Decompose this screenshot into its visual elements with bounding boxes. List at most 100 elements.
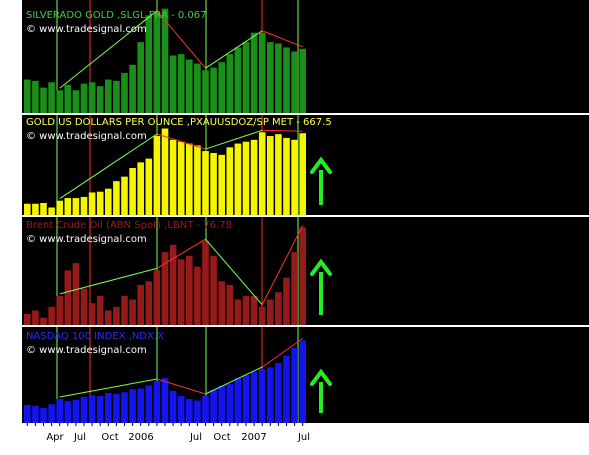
bar bbox=[72, 263, 80, 325]
bar bbox=[64, 198, 72, 215]
bar bbox=[105, 310, 112, 325]
bar bbox=[226, 384, 234, 423]
trend-line bbox=[205, 129, 263, 150]
bar bbox=[88, 82, 96, 113]
bar bbox=[32, 405, 39, 423]
bar bbox=[153, 381, 161, 423]
bar bbox=[121, 72, 128, 113]
bar bbox=[40, 87, 47, 113]
bar bbox=[218, 62, 225, 113]
bar bbox=[267, 299, 274, 325]
bar bbox=[113, 181, 120, 215]
bar bbox=[242, 141, 250, 215]
trend-line bbox=[156, 378, 206, 395]
bar bbox=[250, 295, 258, 325]
trend-line bbox=[205, 30, 263, 69]
bar bbox=[113, 306, 120, 325]
bar bbox=[250, 372, 258, 423]
bar bbox=[169, 55, 177, 113]
bar bbox=[194, 266, 201, 325]
bar bbox=[234, 143, 242, 215]
bar bbox=[72, 198, 80, 215]
up-arrow-head bbox=[310, 368, 332, 386]
bar bbox=[24, 203, 31, 215]
bar bbox=[88, 395, 96, 423]
bar bbox=[161, 128, 169, 215]
bar bbox=[64, 401, 72, 423]
bar bbox=[267, 367, 274, 423]
bar bbox=[32, 203, 39, 215]
bar bbox=[105, 393, 112, 423]
trend-line bbox=[205, 238, 263, 306]
bar bbox=[72, 399, 80, 423]
panel2-copyright: © www.tradesignal.com bbox=[26, 131, 147, 142]
bar bbox=[177, 54, 185, 113]
bar bbox=[137, 284, 144, 325]
panel-separator bbox=[22, 113, 589, 115]
bar bbox=[137, 42, 144, 113]
bar bbox=[24, 79, 31, 113]
bar bbox=[161, 252, 169, 325]
bar bbox=[275, 43, 282, 114]
bar bbox=[291, 51, 298, 113]
panel3-title: Brent Crude Oil (ABN Spot) ,LBNT - 76.78 bbox=[26, 220, 232, 231]
panel1-copyright: © www.tradesignal.com bbox=[26, 24, 147, 35]
x-tick-label: Jul bbox=[189, 432, 203, 443]
up-arrow-head bbox=[310, 156, 332, 174]
panel4-copyright: © www.tradesignal.com bbox=[26, 345, 147, 356]
bar bbox=[24, 314, 31, 325]
bar bbox=[161, 8, 169, 113]
trend-line bbox=[156, 133, 206, 150]
bar bbox=[161, 378, 169, 423]
bar bbox=[105, 79, 112, 113]
bar bbox=[105, 188, 112, 215]
trend-line bbox=[59, 378, 157, 398]
bar bbox=[56, 295, 63, 325]
bar bbox=[80, 288, 88, 325]
bar bbox=[129, 299, 136, 325]
panel-separator bbox=[22, 215, 589, 217]
bar bbox=[242, 375, 250, 423]
bar bbox=[40, 202, 47, 215]
bar bbox=[250, 32, 258, 113]
bar bbox=[291, 139, 298, 215]
bar bbox=[283, 277, 290, 325]
bar bbox=[64, 270, 72, 325]
bar bbox=[267, 136, 274, 215]
x-tick-label: 2007 bbox=[241, 432, 267, 443]
bar bbox=[275, 134, 282, 215]
bar bbox=[226, 284, 234, 325]
bar bbox=[129, 168, 136, 215]
bar bbox=[48, 404, 55, 423]
bar bbox=[80, 196, 88, 215]
bar bbox=[96, 295, 104, 325]
bar bbox=[24, 405, 31, 423]
bar bbox=[291, 348, 298, 423]
bar bbox=[202, 396, 209, 423]
trend-line bbox=[59, 10, 158, 89]
bar bbox=[210, 255, 217, 325]
bar bbox=[267, 42, 274, 113]
bar bbox=[210, 390, 217, 423]
bar bbox=[242, 295, 250, 325]
bar bbox=[153, 136, 161, 215]
bar bbox=[145, 385, 153, 423]
bar bbox=[194, 400, 201, 423]
panel3-copyright: © www.tradesignal.com bbox=[26, 234, 147, 245]
bar bbox=[242, 42, 250, 113]
bar bbox=[121, 392, 128, 423]
bar bbox=[299, 340, 306, 423]
bar bbox=[194, 145, 201, 215]
bar bbox=[96, 191, 104, 215]
bar bbox=[96, 86, 104, 113]
bar bbox=[258, 306, 266, 325]
bar bbox=[113, 393, 120, 423]
bar bbox=[96, 396, 104, 423]
bar bbox=[32, 80, 39, 113]
bar bbox=[169, 390, 177, 423]
panel2-title: GOLD US DOLLARS PER OUNCE ,PXAUUSDOZ/SP … bbox=[26, 117, 332, 128]
bar bbox=[153, 270, 161, 325]
up-arrow-head bbox=[310, 258, 332, 276]
panel-separator bbox=[22, 325, 589, 327]
